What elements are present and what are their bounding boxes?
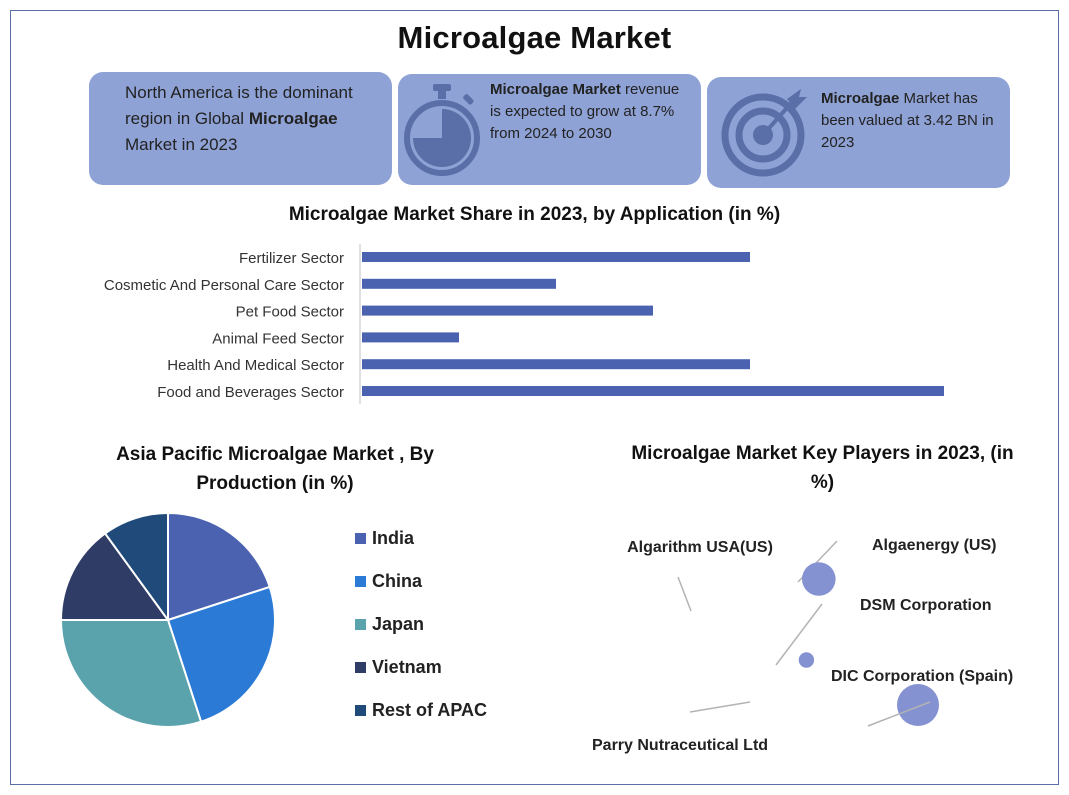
key-players-bubble-chart: Algarithm USA(US) Algaenergy (US) DSM Corp… [592, 537, 1013, 754]
legend-swatch [355, 533, 366, 544]
pie-slice [59, 532, 170, 621]
callout-line [677, 576, 692, 612]
callout-line [775, 603, 823, 666]
legend-label: Rest of APAC [372, 700, 487, 720]
page-title: Microalgae Market [397, 20, 672, 55]
player-label: DIC Corporation (Spain) [831, 668, 1013, 685]
bar-mark [362, 332, 459, 343]
pie-slice [167, 511, 272, 622]
info-card-growth: Microalgae Market revenue is expected to… [398, 74, 701, 185]
infographic-frame [10, 10, 1059, 785]
pie-slice [103, 511, 169, 624]
application-bar-chart: Fertilizer Sector Cosmetic And Personal C… [104, 244, 944, 404]
info-card-valuation: Microalgae Market has been valued at 3.4… [707, 77, 1010, 188]
legend-swatch [355, 662, 366, 673]
legend-swatch [355, 619, 366, 630]
bar-category-label: Animal Feed Sector [212, 330, 344, 347]
legend-label: India [372, 528, 415, 548]
player-label: Algarithm USA(US) [627, 539, 773, 556]
card-text: Microalgae Market revenue is expected to… [490, 81, 680, 142]
bar-mark [362, 305, 653, 316]
card-text: North America is the dominant region in … [125, 83, 353, 154]
bar-chart-title: Microalgae Market Share in 2023, by Appl… [288, 204, 781, 225]
callout-line [689, 701, 751, 713]
bar-mark [362, 278, 556, 289]
player-label: Algaenergy (US) [872, 537, 996, 554]
player-bubble [798, 652, 815, 668]
bar-mark [362, 359, 750, 370]
bar-category-label: Cosmetic And Personal Care Sector [104, 277, 344, 294]
legend-swatch [355, 576, 366, 587]
player-bubble [897, 684, 939, 726]
player-label: Parry Nutraceutical Ltd [592, 737, 768, 754]
bar-category-label: Pet Food Sector [236, 304, 344, 321]
card-text: Microalgae Market has been valued at 3.4… [821, 90, 994, 151]
bar-category-label: Health And Medical Sector [167, 357, 344, 374]
info-card-region: North America is the dominant region in … [89, 72, 392, 185]
pie-chart-title: Asia Pacific Microalgae Market , By Prod… [116, 444, 434, 494]
legend-label: Japan [372, 614, 424, 634]
production-pie-chart: India China Japan Vietnam Rest of APAC [59, 511, 487, 728]
player-label: DSM Corporation [860, 597, 992, 614]
bar-category-label: Fertilizer Sector [239, 250, 344, 267]
bar-mark [362, 252, 750, 262]
pie-slice [166, 585, 276, 724]
bar-mark [362, 386, 944, 396]
stopwatch-icon [400, 80, 484, 183]
key-players-title: Microalgae Market Key Players in 2023, (… [631, 443, 1014, 493]
target-icon [721, 85, 813, 182]
callout-line [867, 701, 931, 727]
legend-label: China [372, 571, 423, 591]
bar-category-label: Food and Beverages Sector [157, 384, 344, 401]
player-bubble [802, 562, 836, 596]
pie-slice [59, 619, 203, 728]
legend-swatch [355, 705, 366, 716]
legend-label: Vietnam [372, 657, 442, 677]
